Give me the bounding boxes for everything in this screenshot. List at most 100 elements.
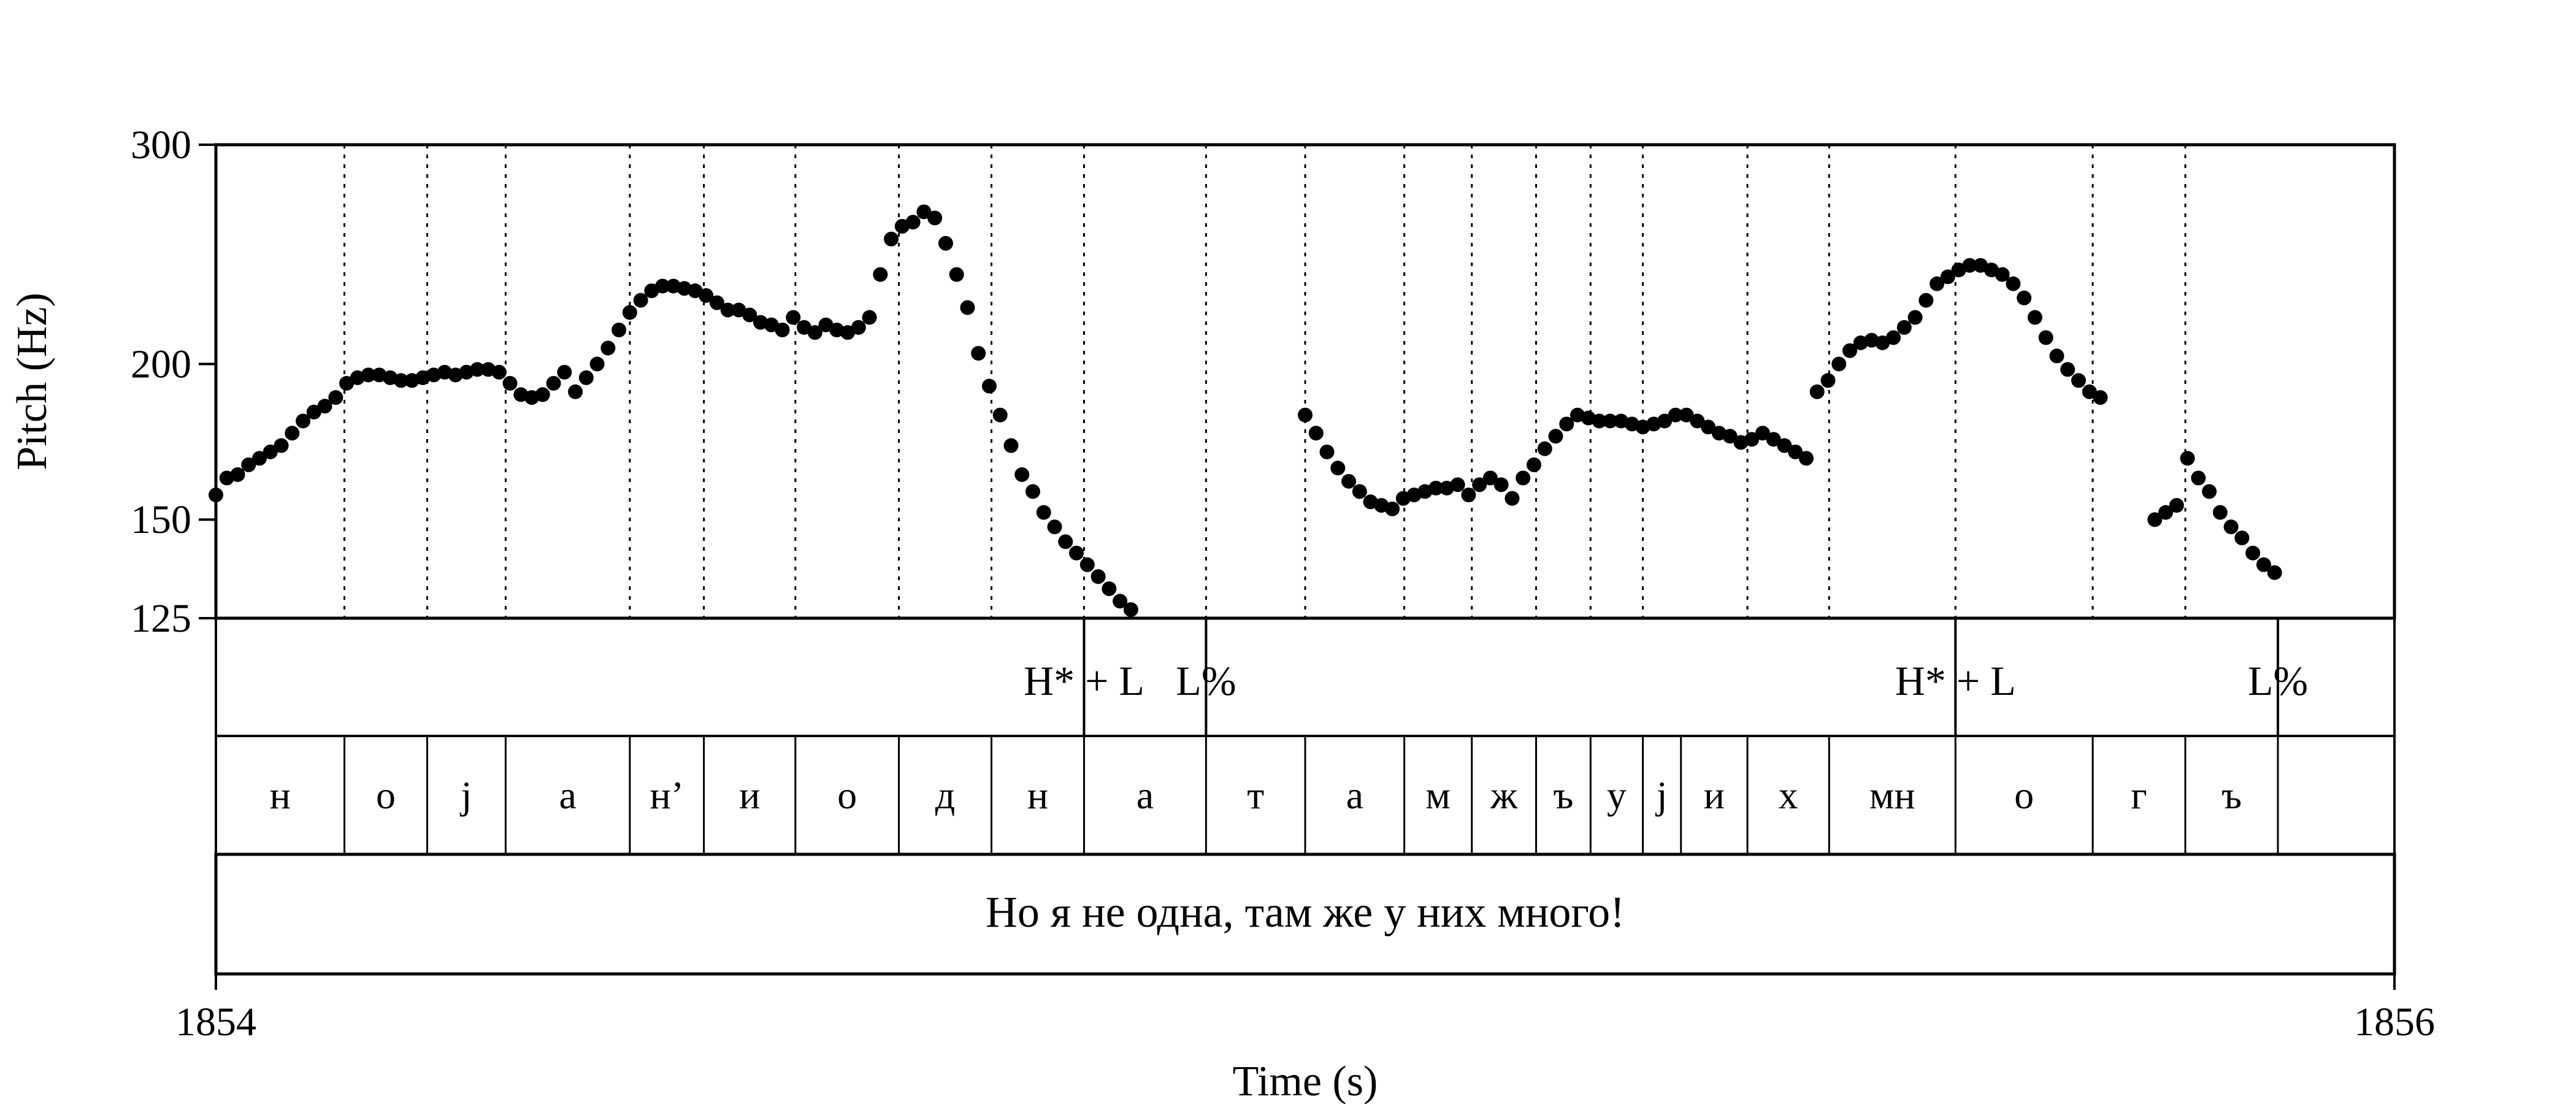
pitch-point (230, 467, 245, 482)
pitch-point (1831, 356, 1847, 372)
pitch-point (633, 293, 648, 308)
pitch-point (1428, 480, 1444, 496)
pitch-point (252, 451, 267, 466)
segment-label: мн (1869, 773, 1915, 817)
pitch-point (1766, 432, 1781, 447)
pitch-point (992, 407, 1008, 423)
pitch-point (1482, 470, 1498, 486)
pitch-point (568, 384, 583, 399)
pitch-point (1722, 429, 1738, 444)
segment-label: т (1247, 773, 1264, 817)
pitch-point (600, 340, 616, 356)
pitch-point (1809, 384, 1825, 399)
pitch-point (1690, 413, 1705, 429)
tone-label: L% (1176, 657, 1236, 704)
pitch-point (1777, 438, 1792, 453)
segment-label: а (1137, 773, 1154, 817)
pitch-point (1798, 451, 1814, 466)
pitch-point (1744, 432, 1760, 447)
pitch-point (1679, 407, 1694, 423)
pitch-point (2267, 565, 2282, 580)
pitch-point (1069, 545, 1084, 561)
segment-label: а (1346, 773, 1363, 817)
pitch-point (1102, 581, 1117, 596)
pitch-point (2202, 484, 2217, 499)
pitch-point (2060, 362, 2076, 377)
pitch-point (2245, 545, 2261, 561)
pitch-point (535, 387, 550, 402)
pitch-point (2234, 531, 2250, 546)
pitch-point (971, 346, 986, 361)
pitch-point (2212, 505, 2228, 520)
pitch-point (1113, 594, 1128, 609)
pitch-point (1907, 310, 1923, 325)
pitch-point (709, 295, 724, 310)
pitch-point (1091, 569, 1106, 584)
pitch-point (2006, 276, 2021, 291)
pitch-point (2191, 470, 2206, 486)
segment-tier: н о j а н’ и о д н а т а м ж ъ у j и х мн о г ъ (270, 736, 2279, 854)
pitch-point (611, 323, 627, 338)
pitch-point (2049, 348, 2064, 364)
pitch-point (2169, 498, 2184, 513)
x-axis-label: Time (s) (1233, 1058, 1378, 1104)
segment-label: ъ (1553, 773, 1573, 817)
pitch-point (1875, 335, 1890, 350)
pitch-point (1657, 413, 1673, 429)
pitch-point (2158, 505, 2174, 520)
segment-label: j (460, 773, 472, 817)
pitch-point (578, 370, 594, 385)
pitch-point (1330, 461, 1346, 476)
sentence-text: Но я не одна, там же у них много! (986, 887, 1625, 937)
pitch-point (884, 231, 899, 247)
pitch-point (775, 323, 790, 338)
pitch-point (1548, 429, 1563, 444)
pitch-point (1079, 557, 1095, 572)
segment-label: ъ (2221, 773, 2242, 817)
pitch-point (2038, 330, 2053, 345)
pitch-point (1537, 441, 1552, 456)
pitch-point (274, 438, 289, 453)
pitch-point (1516, 470, 1531, 486)
pitch-point (1450, 477, 1465, 492)
segment-label: н (1027, 773, 1048, 817)
pitch-point (361, 367, 376, 383)
pitch-point (1886, 330, 1901, 345)
pitch-point (938, 236, 953, 251)
pitch-points (209, 204, 2282, 618)
pitch-point (1036, 505, 1051, 520)
pitch-point (1123, 602, 1138, 618)
pitch-point (807, 325, 822, 340)
pitch-point (2256, 557, 2271, 572)
pitch-point (622, 305, 637, 320)
pitch-point (1341, 473, 1357, 489)
pitch-point (317, 399, 332, 414)
pitch-point (949, 267, 964, 282)
segment-label: н (270, 773, 291, 817)
pitch-point (1940, 269, 1955, 285)
pitch-point (1047, 519, 1062, 535)
segment-label: м (1425, 773, 1451, 817)
tone-label: L% (2248, 657, 2308, 704)
pitch-point (1559, 416, 1574, 432)
pitch-point (2027, 310, 2042, 325)
segment-label: х (1779, 773, 1798, 817)
segment-label: ж (1490, 773, 1518, 817)
pitch-point (1014, 467, 1030, 482)
pitch-point (557, 364, 572, 380)
y-axis-ticks: 125 150 200 300 (131, 123, 216, 641)
pitch-point (1820, 373, 1836, 388)
pitch-point (1842, 343, 1857, 358)
pitch-point (1526, 457, 1541, 472)
pitch-point (927, 210, 943, 226)
pitch-point (981, 378, 997, 394)
pitch-point (589, 356, 605, 372)
pitch-point (862, 310, 877, 325)
pitch-point (546, 375, 561, 391)
pitch-point (502, 375, 518, 391)
segment-label: у (1607, 773, 1627, 817)
pitch-point (2071, 373, 2086, 388)
segment-label: о (837, 773, 857, 817)
pitch-point (1919, 293, 1934, 308)
